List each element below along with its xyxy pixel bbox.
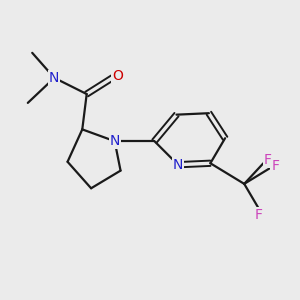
Text: F: F (271, 159, 279, 173)
Text: N: N (49, 71, 59, 85)
Text: F: F (255, 208, 263, 222)
Text: O: O (112, 69, 123, 83)
Text: F: F (264, 153, 272, 167)
Text: N: N (110, 134, 120, 148)
Text: N: N (173, 158, 183, 172)
